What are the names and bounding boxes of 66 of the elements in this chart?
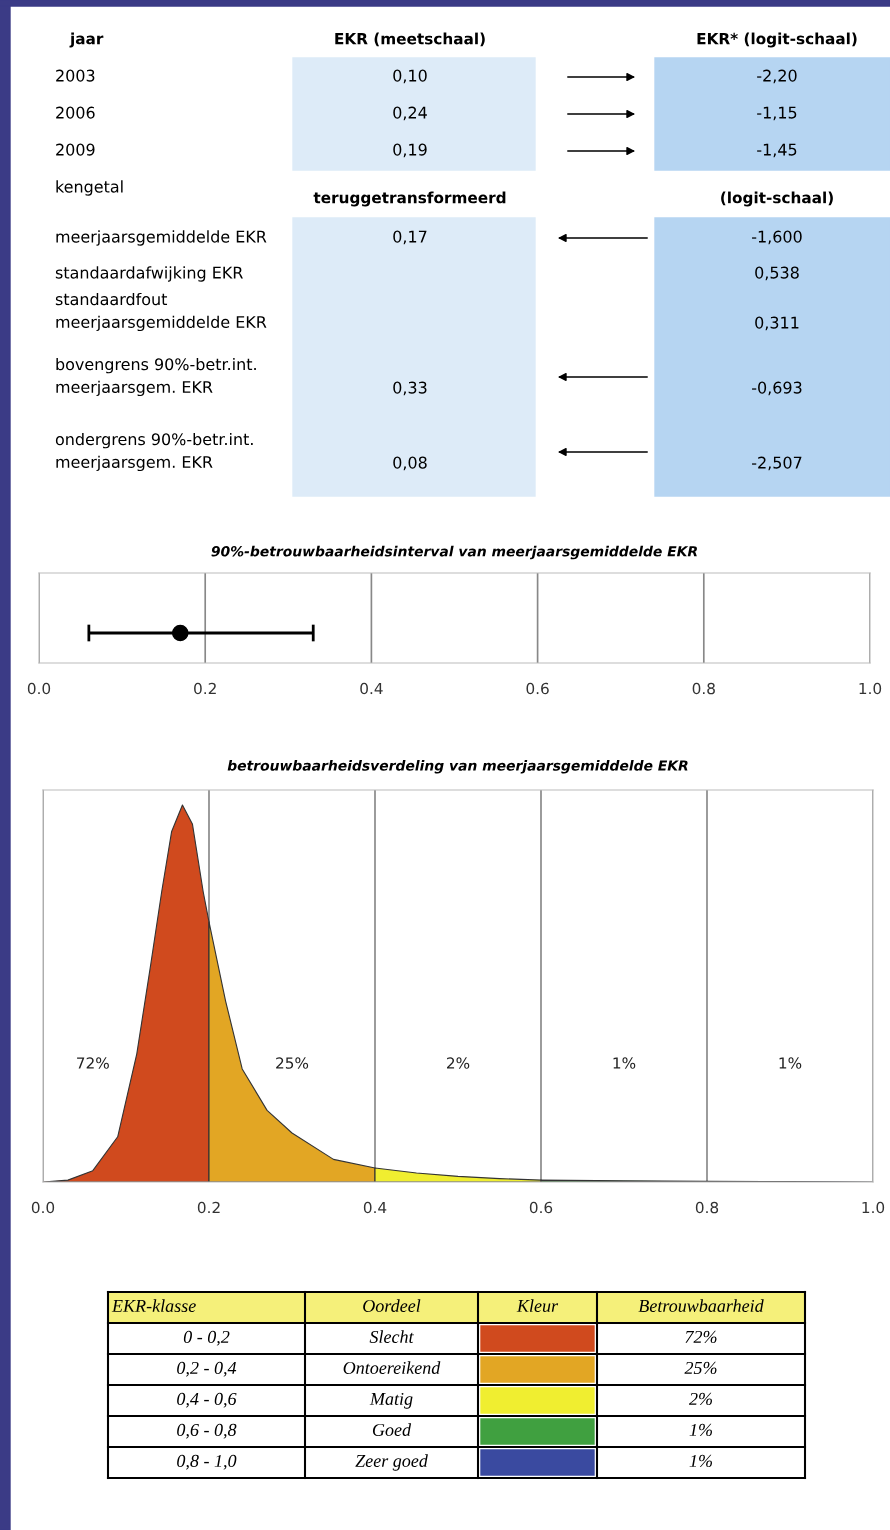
x-tick-label: 0.4 (363, 1201, 387, 1214)
text: (logit-schaal) (721, 191, 833, 207)
annotation: 72% (77, 1057, 109, 1069)
text: -1,600 (752, 230, 802, 245)
x-tick-label: 0.0 (31, 1201, 55, 1214)
text: EKR-klasse (111, 1299, 196, 1313)
text: 0,8 - 1,0 (177, 1454, 237, 1470)
text: 0,33 (393, 381, 427, 396)
text: meerjaarsgemiddelde EKR (56, 230, 267, 246)
text: standaardafwijking EKR (55, 266, 243, 282)
text: 72% (685, 1330, 717, 1344)
text: 0 - 0,2 (183, 1330, 230, 1346)
text: 2% (688, 1392, 712, 1406)
text: Goed (372, 1423, 412, 1437)
text: -2,507 (752, 456, 802, 471)
text: Oordeel (363, 1299, 421, 1313)
x-tick-label: 0.6 (529, 1201, 553, 1214)
text: 0,4 - 0,6 (177, 1392, 237, 1408)
text: 0,17 (393, 230, 427, 245)
chart-title: 90%-betrouwbaarheidsinterval van meerjaarsgemiddelde EKR (211, 545, 697, 560)
text: Slecht (369, 1330, 414, 1344)
text: -1,15 (757, 106, 797, 121)
text: Betrouwbaarheid (638, 1299, 764, 1313)
text: jaar (69, 32, 104, 48)
annotation: 1% (613, 1057, 636, 1069)
text: kengetal (56, 180, 123, 196)
annotation: 25% (276, 1057, 309, 1069)
text: -1,45 (757, 143, 797, 158)
text: 1% (689, 1454, 712, 1468)
x-tick-label: 0.2 (197, 1201, 220, 1214)
x-tick-label: 0.6 (526, 682, 549, 695)
text: 1% (689, 1423, 712, 1437)
text: 2009 (56, 143, 95, 156)
text: Zeer goed (355, 1454, 428, 1471)
x-tick-label: 0.8 (692, 682, 715, 695)
annotation: 2% (447, 1057, 470, 1069)
text: 0,311 (755, 316, 799, 331)
text: -2,20 (757, 69, 797, 84)
text: EKR (meetschaal) (335, 32, 485, 47)
text: Kleur (516, 1299, 559, 1313)
x-tick-label: 0.8 (695, 1201, 719, 1214)
x-tick-label: 0.4 (360, 682, 383, 695)
text: standaardfout meerjaarsgemiddelde EKR (55, 292, 267, 332)
text: 2006 (56, 106, 95, 119)
text: 0,538 (755, 266, 799, 281)
text: 0,19 (393, 143, 427, 158)
text: teruggetransformeerd (313, 191, 506, 207)
text: EKR* (logit-schaal) (697, 32, 857, 48)
chart-title: betrouwbaarheidsverdeling van meerjaarsgemiddelde EKR (227, 760, 688, 774)
text: 0,24 (393, 106, 427, 121)
text: Ontoereikend (343, 1361, 441, 1375)
text: -0,693 (752, 381, 802, 396)
annotation: 1% (779, 1057, 802, 1069)
text: 0,2 - 0,4 (177, 1361, 237, 1377)
x-tick-label: 1.0 (862, 1201, 885, 1214)
text: ondergrens 90%-betr.int. meerjaarsgem. EKR (55, 432, 253, 472)
text: Matig (369, 1392, 413, 1409)
x-tick-label: 0.2 (194, 682, 216, 695)
x-tick-label: 1.0 (859, 682, 882, 695)
text: 0,6 - 0,8 (177, 1423, 237, 1439)
text: 0,08 (393, 456, 427, 471)
text: 2003 (56, 69, 95, 82)
text: bovengrens 90%-betr.int. meerjaarsgem. EKR (56, 357, 256, 397)
text: 25% (684, 1361, 717, 1375)
x-tick-label: 0.0 (27, 682, 51, 695)
text: 0,10 (393, 69, 427, 84)
